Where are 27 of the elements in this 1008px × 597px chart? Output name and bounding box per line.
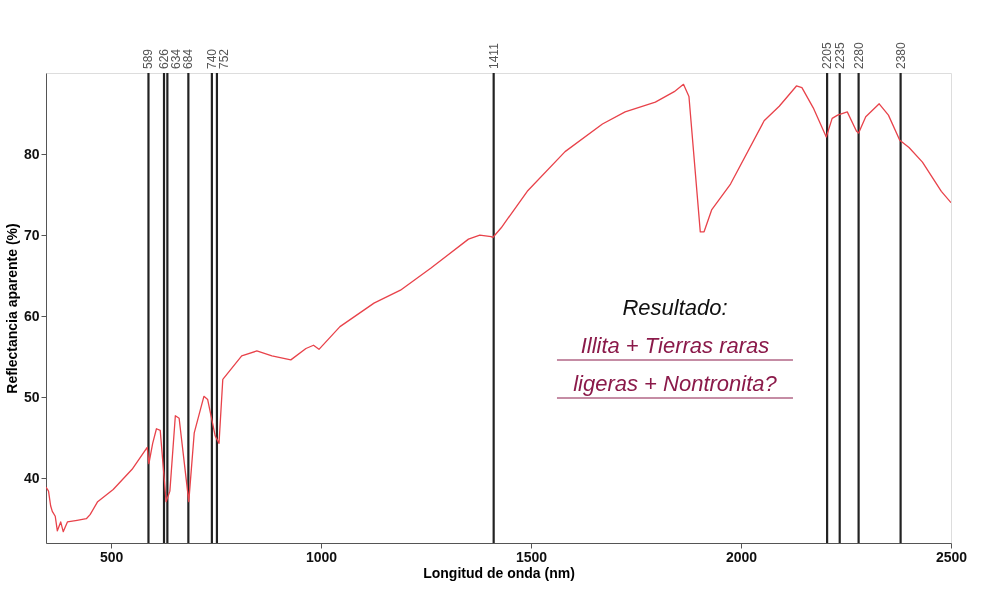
y-tick-label: 50 [23,388,40,405]
ref-line-label: 2380 [893,41,908,69]
y-tick-label: 80 [23,145,40,162]
line-series [46,83,951,533]
ref-line-label: 626 [157,48,172,69]
y-tick-label: 60 [23,307,40,324]
ref-line-label: 2205 [820,41,835,69]
annotation: Resultado: [622,295,728,320]
ref-line-label: 2280 [851,41,866,69]
ref-line-label: 740 [204,48,219,69]
x-tick-label: 2000 [725,548,758,565]
x-axis-title: Longitud de onda (nm) [423,564,575,581]
ref-line-label: 2235 [832,41,847,69]
ref-line-label: 684 [181,48,196,69]
y-tick-label: 70 [23,226,40,243]
x-tick-label: 2500 [935,548,968,565]
ref-line-label: 589 [141,48,156,69]
x-tick-label: 1500 [515,548,548,565]
ref-line-label: 752 [216,48,231,69]
y-axis-title: Reflectancia aparente (%) [3,223,20,394]
ref-line-label: 1411 [486,42,501,69]
x-tick-label: 1000 [305,548,338,565]
y-tick-label: 40 [23,469,40,486]
ref-line-label: 634 [169,48,184,69]
x-tick-label: 500 [99,548,124,565]
annotation: ligeras + Nontronita? [573,371,778,396]
annotation: Illita + Tierras raras [580,333,770,358]
